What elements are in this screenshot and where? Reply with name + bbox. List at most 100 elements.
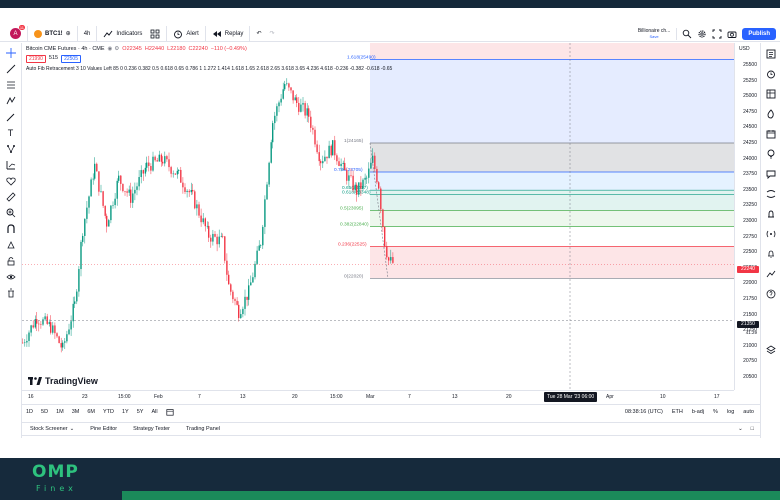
zoom-icon[interactable] (5, 207, 16, 218)
alert-button[interactable]: Alert (167, 25, 206, 42)
candle-body (358, 182, 360, 195)
trading-icon[interactable] (766, 269, 776, 279)
replay-icon (212, 30, 221, 37)
search-icon[interactable] (682, 29, 692, 39)
tab-stock-screener[interactable]: Stock Screener ⌄ (22, 426, 82, 432)
chart-legend: Bitcoin CME Futures · 4h · CME ◉ ⚙ O2234… (26, 46, 392, 72)
plus-icon[interactable]: ⊕ (65, 31, 71, 37)
tab-trading-panel[interactable]: Trading Panel (178, 426, 228, 432)
auto-toggle[interactable]: auto (743, 408, 754, 415)
session-toggle[interactable]: ETH (671, 408, 683, 415)
fib-tool-icon[interactable] (5, 79, 16, 90)
range-3m[interactable]: 3M (71, 408, 80, 415)
text-tool-icon[interactable]: T (7, 127, 14, 138)
range-ytd[interactable]: YTD (102, 408, 114, 415)
indicator-legend[interactable]: Auto Fib Retracement 3 10 Values Left 85… (26, 66, 393, 72)
pattern-tool-icon[interactable] (5, 95, 16, 106)
fullscreen-icon[interactable] (712, 29, 722, 39)
user-menu[interactable]: A 11 (4, 25, 28, 42)
range-1m[interactable]: 1M (56, 408, 64, 415)
data-window-icon[interactable] (766, 89, 776, 99)
time-tick: 13 (240, 394, 246, 400)
watchlist-icon[interactable] (766, 49, 776, 59)
time-axis[interactable]: 162315:00Feb7132015:00Mar7132027Apr1017 … (22, 390, 734, 404)
price-chart[interactable]: 1.618(25490)1(24165)0.786(23705)0.65(234… (22, 43, 734, 390)
log-toggle[interactable]: log (726, 408, 735, 415)
candle-body (164, 156, 166, 164)
heart-icon[interactable] (5, 175, 16, 186)
camera-icon[interactable] (727, 29, 737, 39)
candle-body (250, 282, 252, 286)
sell-button[interactable]: 21990 (26, 55, 46, 63)
publish-button[interactable]: Publish (742, 28, 776, 40)
tab-pine-editor[interactable]: Pine Editor (82, 426, 125, 432)
candle-body (220, 236, 222, 237)
redo-icon[interactable]: ↷ (269, 31, 275, 37)
buy-button[interactable]: 22505 (61, 55, 81, 63)
undo-icon[interactable]: ↶ (256, 31, 262, 37)
notifications-icon[interactable] (766, 209, 776, 219)
currency-label[interactable]: USD (739, 46, 750, 52)
adjust-toggle[interactable]: b-adj (691, 408, 705, 415)
utc-clock[interactable]: 08:38:16 (UTC) (624, 408, 663, 415)
streams-icon[interactable] (766, 189, 776, 199)
trash-icon[interactable] (5, 287, 16, 298)
legend-settings-icon[interactable]: ⚙ (114, 46, 120, 52)
bell-icon[interactable] (766, 249, 776, 259)
eye-icon[interactable] (5, 271, 16, 282)
pattern-icon[interactable] (5, 143, 16, 154)
candle-body (238, 304, 240, 319)
candle-body (336, 155, 338, 162)
candle-body (184, 187, 186, 192)
trend-line-icon[interactable] (5, 63, 16, 74)
replay-button[interactable]: Replay (206, 25, 251, 42)
stay-drawing-icon[interactable] (5, 239, 16, 250)
templates-icon[interactable] (150, 29, 160, 39)
lock-icon[interactable] (5, 255, 16, 266)
candle-body (112, 205, 114, 206)
candle-body (210, 237, 212, 242)
layers-icon[interactable] (765, 345, 776, 355)
range-1d[interactable]: 1D (26, 408, 34, 415)
maximize-panel-icon[interactable]: □ (750, 426, 754, 432)
symbol-search[interactable]: BTC1! ⊕ (28, 25, 78, 42)
indicators-button[interactable]: Indicators (97, 25, 168, 42)
help-icon[interactable] (766, 289, 776, 299)
range-5d[interactable]: 5D (41, 408, 49, 415)
alerts-icon[interactable] (766, 69, 776, 79)
ruler-icon[interactable] (5, 191, 16, 202)
brush-icon[interactable] (5, 111, 16, 122)
hotlists-icon[interactable] (766, 109, 776, 119)
magnet-icon[interactable] (5, 223, 16, 234)
prediction-icon[interactable] (5, 159, 16, 170)
goto-date-icon[interactable] (166, 408, 174, 416)
range-1y[interactable]: 1Y (121, 408, 129, 415)
candle-body (42, 319, 44, 325)
ideas-icon[interactable] (766, 149, 776, 159)
collapse-panel-icon[interactable]: ⌄ (738, 426, 743, 432)
legend-eye-icon[interactable]: ◉ (107, 46, 113, 52)
crosshair-icon[interactable] (5, 47, 16, 58)
broadcast-icon[interactable] (766, 229, 776, 239)
avatar[interactable]: A 11 (10, 25, 25, 39)
chart-pane[interactable]: 1.618(25490)1(24165)0.786(23705)0.65(234… (22, 43, 734, 390)
price-tick: 21250 (743, 327, 757, 334)
percent-toggle[interactable]: % (713, 408, 718, 415)
last-price-tag: 22240 (737, 266, 759, 273)
range-all[interactable]: All (151, 408, 158, 415)
candle-body (204, 218, 206, 227)
range-5y[interactable]: 5Y (136, 408, 144, 415)
price-axis[interactable]: USD 25500 25250 25000 24750 24500 24250 24000 2… (734, 43, 760, 390)
candle-body (38, 323, 40, 325)
candle-body (148, 162, 150, 166)
legend-title[interactable]: Bitcoin CME Futures · 4h · CME (26, 46, 105, 52)
layout-selector[interactable]: Billionaire ch... Save (638, 28, 678, 40)
gear-icon[interactable] (697, 29, 707, 39)
calendar-icon[interactable] (766, 129, 776, 139)
interval-selector[interactable]: 4h (78, 25, 98, 42)
range-6m[interactable]: 6M (87, 408, 95, 415)
chat-icon[interactable] (766, 169, 776, 179)
candle-body (154, 156, 156, 161)
range-buttons: 1D 5D 1M 3M 6M YTD 1Y 5Y All (22, 409, 162, 415)
tab-strategy-tester[interactable]: Strategy Tester (125, 426, 178, 432)
